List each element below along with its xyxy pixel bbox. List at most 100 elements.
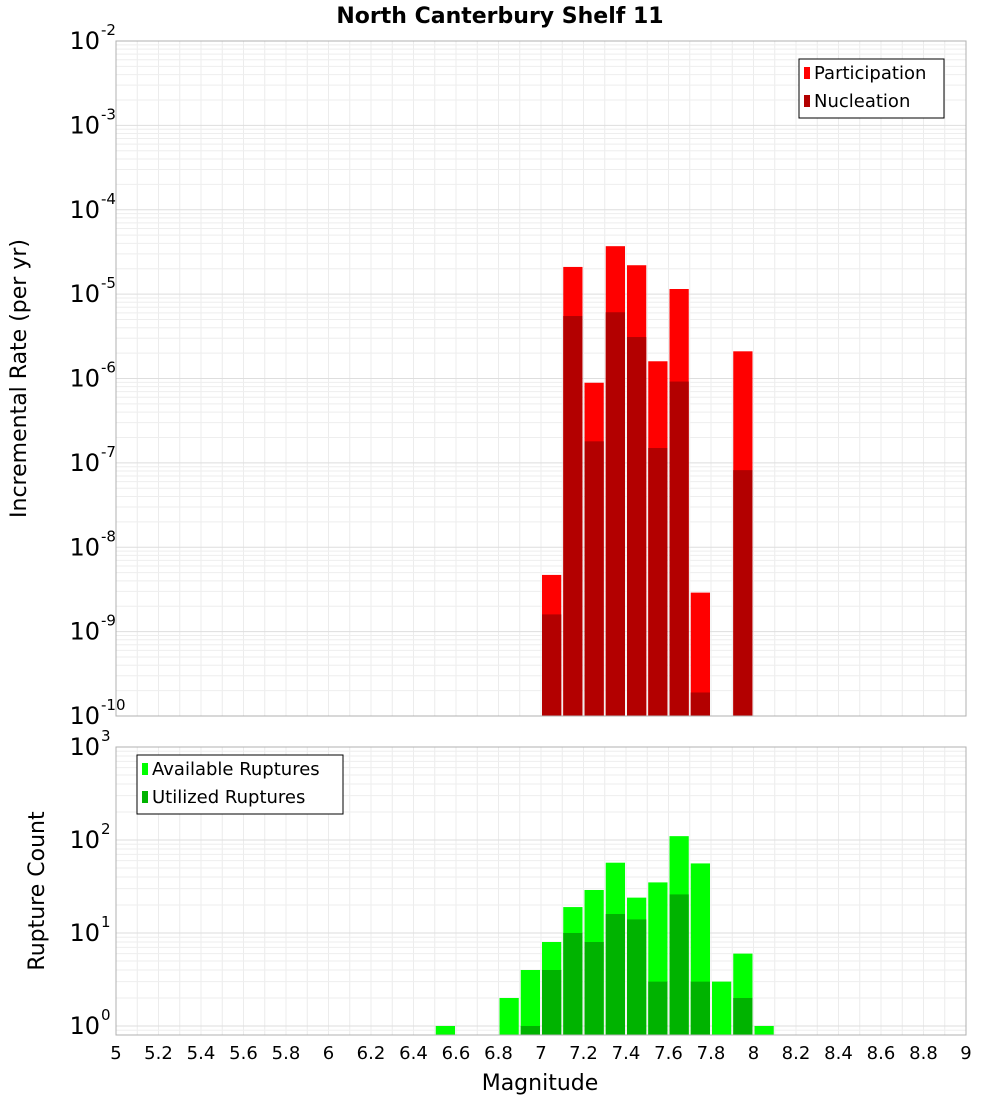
y-tick-base: 10 bbox=[69, 27, 100, 55]
y-tick-base: 10 bbox=[69, 1012, 100, 1040]
y-tick-exponent: -9 bbox=[101, 612, 116, 630]
y-tick-label: 10 -6 bbox=[69, 359, 116, 393]
chart-title: North Canterbury Shelf 11 bbox=[336, 4, 663, 29]
y-tick-base: 10 bbox=[69, 280, 100, 308]
y-tick-label: 10 -10 bbox=[69, 696, 125, 730]
bottom-plot-frame bbox=[115, 746, 967, 1036]
x-tick-label: 5.8 bbox=[272, 1043, 301, 1064]
y-tick-base: 10 bbox=[69, 365, 100, 393]
legend-swatch bbox=[804, 67, 810, 79]
legend-label: Participation bbox=[814, 63, 926, 84]
y-tick-exponent: -4 bbox=[101, 190, 116, 208]
y-tick-label: 10 -3 bbox=[69, 105, 116, 139]
bar-secondary bbox=[542, 614, 562, 716]
bottom-y-axis-label: Rupture Count bbox=[25, 811, 50, 971]
legend-swatch bbox=[804, 95, 810, 107]
legend-label: Nucleation bbox=[814, 91, 910, 112]
x-tick-label: 6.8 bbox=[484, 1043, 513, 1064]
bar-secondary bbox=[584, 441, 604, 716]
bottom-bars bbox=[435, 836, 774, 1035]
bar-primary bbox=[499, 997, 519, 1035]
legend-box bbox=[136, 754, 344, 815]
bar-secondary bbox=[648, 981, 668, 1035]
bar-secondary bbox=[627, 337, 647, 716]
y-tick-base: 10 bbox=[69, 618, 100, 646]
x-tick-label: 5.2 bbox=[144, 1043, 173, 1064]
bottom-legend: Available Ruptures Utilized Ruptures bbox=[136, 754, 344, 815]
x-tick-label: 7 bbox=[535, 1043, 546, 1064]
top-plot-frame bbox=[115, 40, 967, 717]
x-tick-label: 7.8 bbox=[697, 1043, 726, 1064]
y-tick-exponent: 1 bbox=[101, 913, 111, 931]
y-tick-base: 10 bbox=[69, 702, 100, 730]
y-tick-label: 10 -5 bbox=[69, 274, 116, 308]
y-tick-exponent: -3 bbox=[101, 105, 116, 123]
x-tick-label: 6.2 bbox=[357, 1043, 386, 1064]
bar-secondary bbox=[669, 381, 689, 716]
top-legend: Participation Nucleation bbox=[798, 58, 945, 119]
y-tick-base: 10 bbox=[69, 919, 100, 947]
bar-secondary bbox=[669, 894, 689, 1035]
y-tick-label: 10 -4 bbox=[69, 190, 116, 224]
legend-swatch bbox=[142, 791, 148, 803]
x-tick-label: 7.6 bbox=[654, 1043, 683, 1064]
bar-secondary bbox=[690, 692, 710, 716]
top-y-axis-label: Incremental Rate (per yr) bbox=[7, 239, 32, 518]
y-tick-label: 10 3 bbox=[69, 727, 110, 761]
bar-primary bbox=[435, 1025, 455, 1035]
y-tick-exponent: -10 bbox=[101, 696, 126, 714]
y-tick-exponent: -8 bbox=[101, 527, 116, 545]
y-tick-exponent: -2 bbox=[101, 21, 116, 39]
x-tick-label: 6.4 bbox=[399, 1043, 428, 1064]
x-tick-label: 9 bbox=[960, 1043, 971, 1064]
x-tick-label: 8.4 bbox=[824, 1043, 853, 1064]
bar-primary bbox=[690, 592, 710, 716]
y-tick-label: 10 1 bbox=[69, 913, 110, 947]
y-tick-label: 10 -2 bbox=[69, 21, 116, 55]
bar-secondary bbox=[605, 312, 625, 716]
x-tick-label: 5 bbox=[110, 1043, 121, 1064]
y-tick-base: 10 bbox=[69, 733, 100, 761]
bar-secondary bbox=[520, 1025, 540, 1035]
x-tick-label: 8.6 bbox=[867, 1043, 896, 1064]
bar-primary bbox=[520, 969, 540, 1035]
y-tick-exponent: 0 bbox=[101, 1006, 111, 1024]
bar-primary bbox=[712, 981, 732, 1035]
y-tick-label: 10 2 bbox=[69, 820, 110, 854]
y-tick-exponent: -6 bbox=[101, 359, 116, 377]
legend-box bbox=[798, 58, 945, 119]
y-tick-exponent: 3 bbox=[101, 727, 111, 745]
y-tick-label: 10 -9 bbox=[69, 612, 116, 646]
bar-secondary bbox=[627, 919, 647, 1035]
x-tick-label: 5.6 bbox=[229, 1043, 258, 1064]
top-grid bbox=[115, 40, 967, 717]
y-tick-base: 10 bbox=[69, 449, 100, 477]
x-tick-label: 6 bbox=[323, 1043, 334, 1064]
bar-secondary bbox=[733, 997, 753, 1035]
y-tick-label: 10 0 bbox=[69, 1006, 110, 1040]
bar-primary bbox=[754, 1025, 774, 1035]
bar-secondary bbox=[605, 914, 625, 1035]
bar-secondary bbox=[690, 981, 710, 1035]
x-axis-label: Magnitude bbox=[482, 1071, 599, 1096]
legend-label: Available Ruptures bbox=[152, 759, 320, 780]
x-tick-label: 6.6 bbox=[442, 1043, 471, 1064]
legend-label: Utilized Ruptures bbox=[152, 787, 305, 808]
x-tick-labels: 5 5.2 5.4 5.6 5.8 6 6.2 6.4 6.6 6.8 7 7.2 7.4 7.6 7.8 8… bbox=[110, 1043, 971, 1064]
x-tick-label: 8.2 bbox=[782, 1043, 811, 1064]
bar-secondary bbox=[648, 448, 668, 716]
bar-secondary bbox=[563, 316, 583, 716]
x-tick-label: 8 bbox=[748, 1043, 759, 1064]
bar-secondary bbox=[563, 932, 583, 1035]
y-tick-base: 10 bbox=[69, 196, 100, 224]
top-bars bbox=[542, 246, 753, 716]
y-tick-exponent: 2 bbox=[101, 820, 111, 838]
x-tick-label: 5.4 bbox=[187, 1043, 216, 1064]
y-tick-base: 10 bbox=[69, 111, 100, 139]
x-tick-label: 7.4 bbox=[612, 1043, 641, 1064]
